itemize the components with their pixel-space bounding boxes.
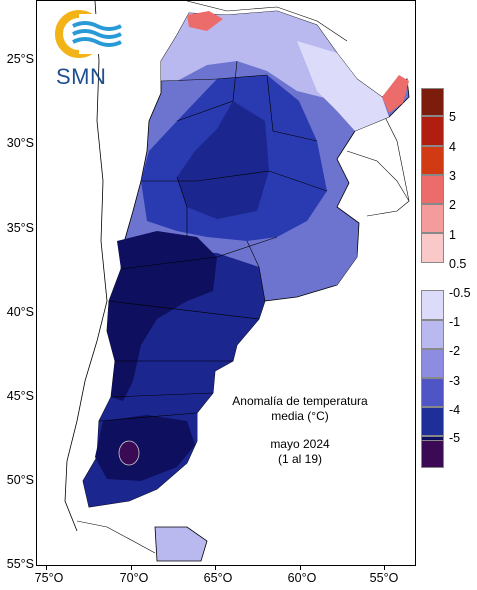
north-region-minus1 <box>161 11 357 101</box>
coldest-spot <box>118 440 140 466</box>
map-frame <box>36 0 416 566</box>
lon-tick-75w <box>46 565 47 570</box>
lat-label-50s: 50°S <box>6 473 34 487</box>
legend-swatch-cold-2 <box>421 349 444 378</box>
legend-label-3: 3 <box>449 169 456 183</box>
bolivia-border <box>186 1 348 42</box>
legend-label-m1: -1 <box>449 315 461 329</box>
lon-label-65w: 65°O <box>203 571 233 585</box>
lon-tick-65w <box>215 565 216 570</box>
legend-label-1: 1 <box>449 228 456 242</box>
argentina-anomaly-map <box>64 1 410 562</box>
lat-label-40s: 40°S <box>6 305 34 319</box>
patagonia-region-minus5 <box>107 231 217 401</box>
legend-label-2: 2 <box>449 198 456 212</box>
warm-spot-northwest <box>187 11 223 31</box>
color-legend: 5 4 3 2 1 0.5 -0.5 -1 -2 -3 -4 -5 <box>421 88 477 468</box>
smn-logo-text: SMN <box>56 64 107 89</box>
lon-label-55w: 55°O <box>369 571 399 585</box>
lon-tick-55w <box>384 565 385 570</box>
legend-swatch-warm-1 <box>421 204 444 233</box>
legend-swatch-cold-4 <box>421 407 444 436</box>
caption-title-line1: Anomalía de temperatura <box>232 394 368 408</box>
legend-swatch-cold-1 <box>421 320 444 349</box>
smn-sun-waves-logo-icon <box>55 10 125 58</box>
warm-spot-misiones <box>382 75 409 113</box>
lon-label-60w: 60°O <box>287 571 317 585</box>
lat-label-30s: 30°S <box>6 136 34 150</box>
legend-label-m3: -3 <box>449 374 461 388</box>
caption-period-line1: mayo 2024 <box>270 437 330 451</box>
east-region-minus2 <box>273 221 357 291</box>
lon-label-70w: 70°O <box>119 571 149 585</box>
legend-label-05: 0.5 <box>449 257 467 271</box>
legend-swatch-warm-05 <box>421 233 444 263</box>
lon-label-75w: 75°O <box>34 571 64 585</box>
lat-label-55s: 55°S <box>6 557 34 571</box>
legend-label-m2: -2 <box>449 344 461 358</box>
tierra-del-fuego <box>154 526 208 562</box>
central-region-minus4 <box>177 101 269 219</box>
northeast-region-minus05 <box>297 41 389 131</box>
smn-logo: SMN <box>55 8 125 89</box>
lat-label-25s: 25°S <box>6 52 34 66</box>
chile-coast-outline <box>64 1 108 532</box>
legend-label-4: 4 <box>449 140 456 154</box>
lat-label-45s: 45°S <box>6 389 34 403</box>
province-borders <box>98 60 328 422</box>
legend-swatch-cold-below5 <box>421 440 444 468</box>
legend-label-5: 5 <box>449 110 456 124</box>
caption-period-line2: (1 al 19) <box>277 452 323 466</box>
legend-swatch-cold-3 <box>421 378 444 407</box>
legend-label-m05: -0.5 <box>449 286 471 300</box>
lon-tick-60w <box>300 565 301 570</box>
legend-swatch-warm-2 <box>421 175 444 204</box>
uruguay-coast <box>346 150 410 217</box>
caption-title-line2: media (°C) <box>271 409 329 423</box>
southern-chile-islands <box>76 520 156 554</box>
legend-swatch-warm-4 <box>421 116 444 146</box>
southern-region-minus5 <box>95 415 195 481</box>
legend-swatch-warm-3 <box>421 146 444 175</box>
lon-tick-70w <box>131 565 132 570</box>
map-caption: Anomalía de temperatura media (°C) mayo … <box>222 394 378 467</box>
lat-label-35s: 35°S <box>6 221 34 235</box>
legend-swatch-warm-5 <box>421 88 444 116</box>
legend-label-m4: -4 <box>449 403 461 417</box>
legend-swatch-cold-05 <box>421 290 444 320</box>
legend-label-m5: -5 <box>449 431 461 445</box>
